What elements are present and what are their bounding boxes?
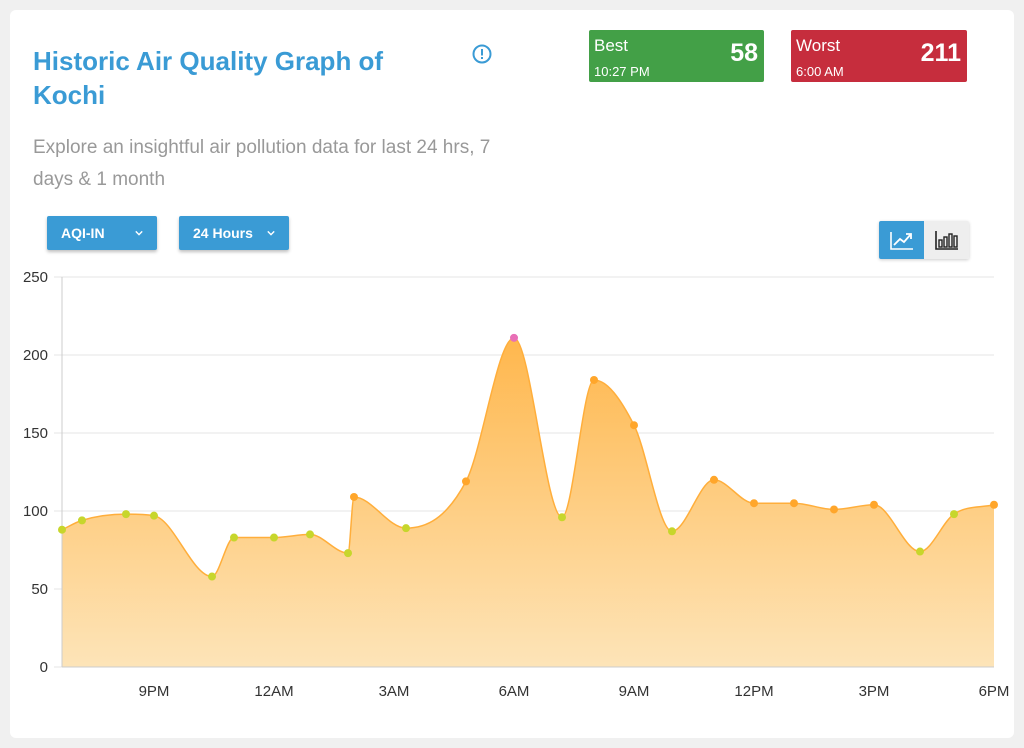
best-aqi-badge: Best 10:27 PM 58 [589, 30, 764, 82]
data-point [270, 533, 278, 542]
line-chart-icon [889, 232, 913, 250]
page-subtitle: Explore an insightful air pollution data… [33, 137, 491, 190]
data-point [830, 505, 838, 514]
worst-label: Worst [796, 36, 841, 55]
data-point [510, 333, 518, 342]
y-tick-label: 50 [31, 581, 48, 598]
data-point [350, 492, 358, 501]
best-label: Best [594, 36, 629, 55]
y-tick-label: 150 [23, 425, 48, 442]
bar-chart-icon [934, 231, 958, 250]
aqi-area [62, 337, 994, 667]
x-tick-label: 9PM [139, 683, 170, 700]
range-select[interactable]: 24 Hours [179, 216, 289, 250]
metric-select-value: AQI-IN [61, 225, 105, 241]
worst-aqi-badge: Worst 6:00 AM 211 [791, 30, 967, 82]
data-point [630, 421, 638, 430]
data-point [990, 500, 998, 509]
data-point [122, 510, 130, 519]
data-point [710, 475, 718, 484]
y-tick-label: 0 [40, 659, 48, 676]
data-point [150, 511, 158, 520]
data-point [950, 510, 958, 519]
x-tick-label: 3PM [859, 683, 890, 700]
y-tick-label: 200 [23, 347, 48, 364]
chevron-down-icon [135, 230, 143, 236]
data-point [208, 572, 216, 581]
data-point [462, 477, 470, 486]
best-time: 10:27 PM [594, 64, 650, 79]
x-tick-label: 3AM [379, 683, 410, 700]
aqi-series-line [61, 337, 995, 578]
x-tick-label: 6AM [499, 683, 530, 700]
x-tick-label: 12AM [254, 683, 293, 700]
chevron-down-icon [267, 230, 275, 236]
page-title: Historic Air Quality Graph of Kochi [33, 46, 384, 110]
x-tick-label: 6PM [979, 683, 1010, 700]
data-point [750, 499, 758, 508]
x-tick-label: 9AM [619, 683, 650, 700]
x-tick-label: 12PM [734, 683, 773, 700]
metric-select[interactable]: AQI-IN [47, 216, 157, 250]
data-point [870, 500, 878, 509]
data-point [916, 547, 924, 556]
data-point [668, 527, 676, 536]
best-value: 58 [730, 39, 758, 67]
chart-view-toggle [879, 221, 969, 259]
worst-time: 6:00 AM [796, 64, 844, 79]
line-chart-button[interactable] [879, 221, 924, 259]
y-tick-label: 100 [23, 503, 48, 520]
bar-chart-button[interactable] [924, 221, 969, 259]
data-point [306, 530, 314, 539]
data-point [230, 533, 238, 542]
y-tick-label: 250 [23, 269, 48, 286]
worst-value: 211 [920, 39, 961, 67]
data-point [402, 524, 410, 533]
data-point [78, 516, 86, 525]
data-point [590, 375, 598, 384]
data-point [558, 513, 566, 522]
data-point [344, 549, 352, 558]
data-point [58, 525, 66, 534]
data-point [790, 499, 798, 508]
info-circle-icon[interactable] [472, 44, 492, 64]
range-select-value: 24 Hours [193, 225, 253, 241]
